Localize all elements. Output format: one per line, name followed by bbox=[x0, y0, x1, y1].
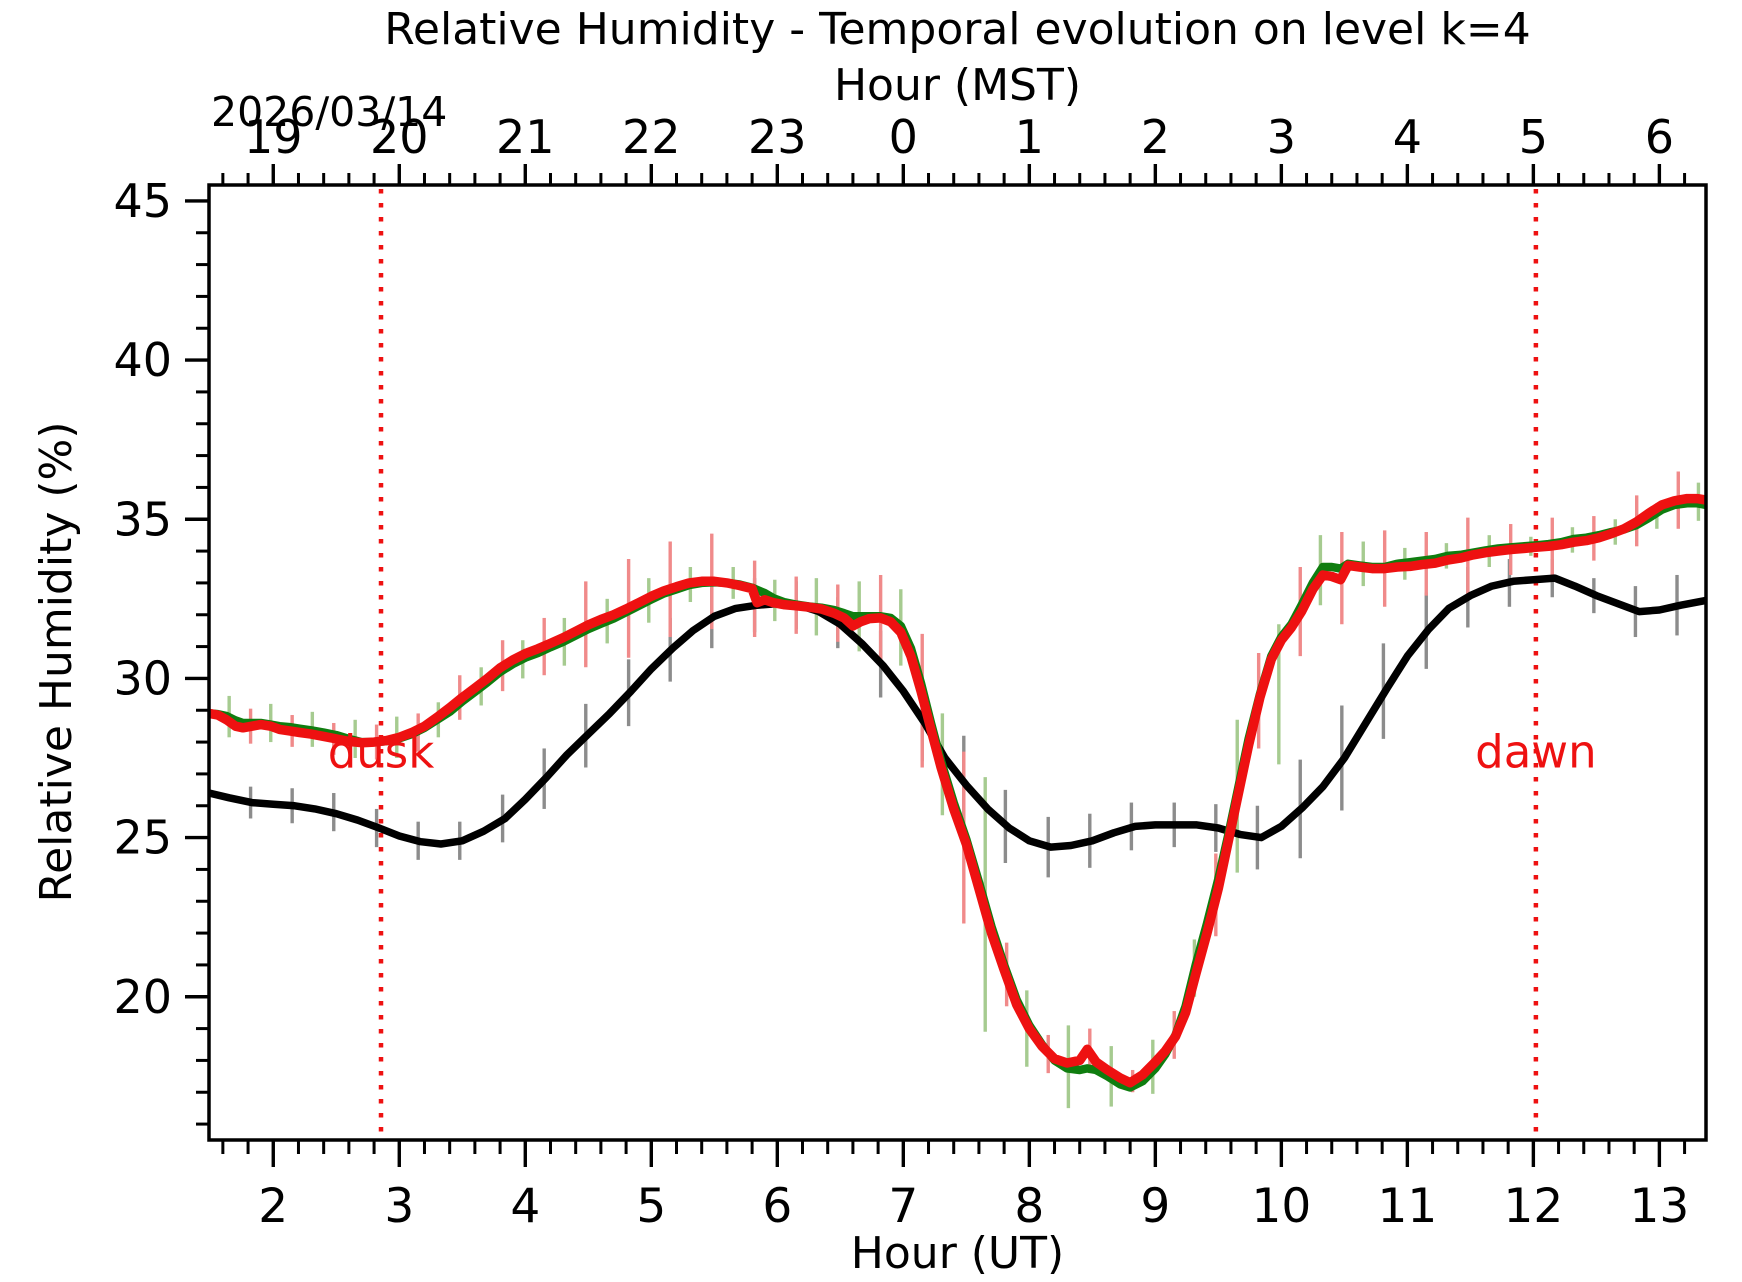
top-axis-title: Hour (MST) bbox=[833, 60, 1082, 111]
top-tick-label: 6 bbox=[1645, 110, 1674, 164]
x-tick-label: 7 bbox=[888, 1179, 918, 1234]
x-tick-label: 6 bbox=[762, 1179, 792, 1234]
x-tick-label: 10 bbox=[1251, 1179, 1311, 1234]
date-label: 2026/03/14 bbox=[211, 88, 448, 136]
y-tick-label: 25 bbox=[113, 811, 172, 865]
chart-title: Relative Humidity - Temporal evolution o… bbox=[384, 4, 1531, 55]
plot-box bbox=[207, 183, 1708, 1142]
x-tick-label: 5 bbox=[636, 1179, 666, 1234]
y-tick-label: 20 bbox=[113, 970, 172, 1024]
top-tick-label: 19 bbox=[244, 110, 303, 164]
y-tick-label: 40 bbox=[113, 333, 172, 387]
dusk-label: dusk bbox=[328, 726, 435, 779]
x-tick-label: 11 bbox=[1377, 1179, 1437, 1234]
x-tick-label: 4 bbox=[510, 1179, 540, 1234]
top-tick-label: 21 bbox=[496, 110, 555, 164]
top-tick-label: 22 bbox=[622, 110, 681, 164]
model-curve bbox=[208, 574, 1707, 851]
top-tick-label: 4 bbox=[1393, 110, 1422, 164]
y-tick-label: 45 bbox=[113, 174, 172, 228]
top-tick-label: 3 bbox=[1267, 110, 1296, 164]
top-tick-label: 1 bbox=[1015, 110, 1044, 164]
y-tick-label: 35 bbox=[113, 492, 172, 546]
top-tick-label: 23 bbox=[748, 110, 807, 164]
x-tick-label: 9 bbox=[1140, 1179, 1170, 1234]
observation-smoothed-curve bbox=[208, 493, 1707, 1088]
y-axis-title: Relative Humidity (%) bbox=[31, 421, 82, 903]
y-tick-label: 30 bbox=[113, 651, 172, 705]
top-tick-label: 0 bbox=[889, 110, 918, 164]
top-tick-label: 20 bbox=[370, 110, 429, 164]
x-tick-label: 3 bbox=[384, 1179, 414, 1234]
x-tick-label: 12 bbox=[1503, 1179, 1563, 1234]
x-tick-label: 13 bbox=[1629, 1179, 1689, 1234]
bottom-axis-title: Hour (UT) bbox=[850, 1228, 1065, 1279]
x-tick-label: 2 bbox=[258, 1179, 288, 1234]
top-tick-label: 2 bbox=[1141, 110, 1170, 164]
top-tick-label: 5 bbox=[1519, 110, 1548, 164]
x-tick-label: 8 bbox=[1014, 1179, 1044, 1234]
dawn-label: dawn bbox=[1475, 726, 1596, 779]
